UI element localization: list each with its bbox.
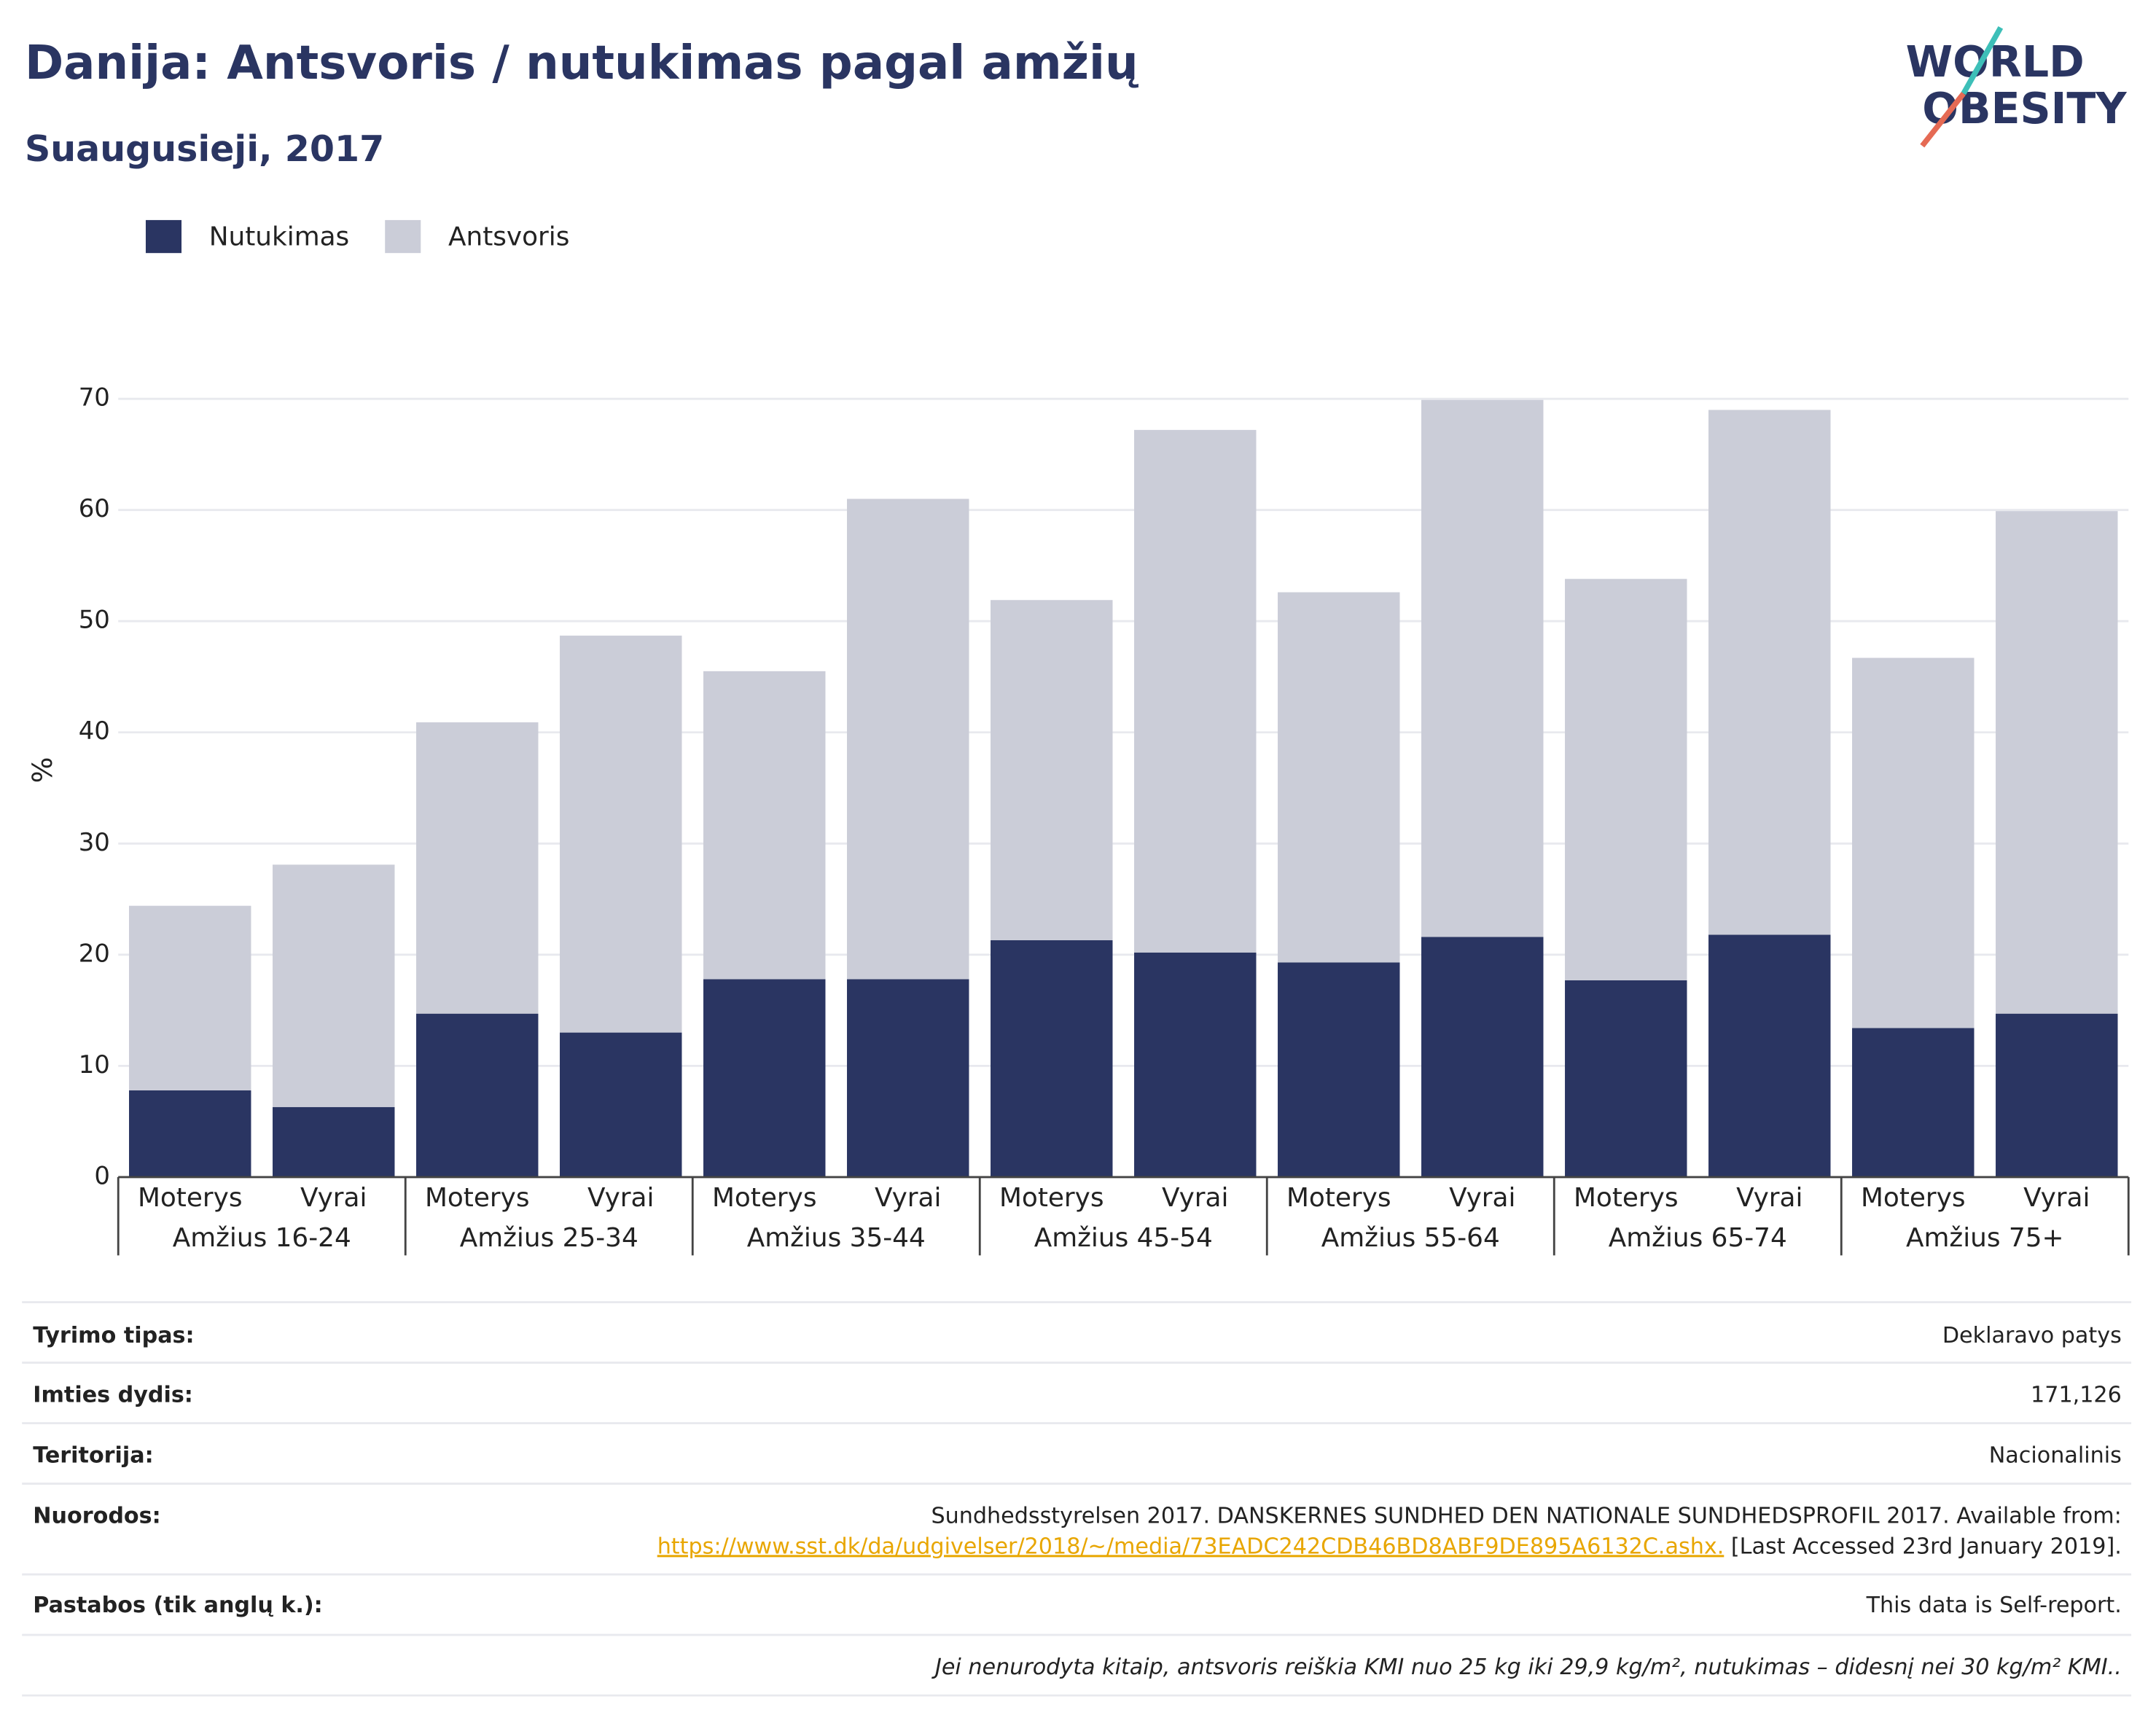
bar-segment xyxy=(1278,592,1400,963)
row-label: Teritorija: xyxy=(33,1442,153,1468)
x-tick-label: Moterys xyxy=(1861,1183,1966,1213)
row-value: Nacionalinis xyxy=(1989,1442,2122,1468)
y-tick-label: 50 xyxy=(79,606,110,635)
x-group-label: Amžius 55-64 xyxy=(1321,1223,1500,1253)
x-tick-label: Moterys xyxy=(1286,1183,1391,1213)
x-group-label: Amžius 16-24 xyxy=(173,1223,351,1253)
legend-swatch xyxy=(385,219,421,254)
x-tick-label: Moterys xyxy=(1574,1183,1679,1213)
row-value: https://www.sst.dk/da/udgivelser/2018/~/… xyxy=(657,1534,2122,1559)
legend-label: Antsvoris xyxy=(448,222,569,251)
row-value: Sundhedsstyrelsen 2017. DANSKERNES SUNDH… xyxy=(931,1503,2121,1528)
bar-segment xyxy=(416,1013,539,1177)
x-group-label: Amžius 75+ xyxy=(1906,1223,2064,1253)
bar-segment xyxy=(1278,962,1400,1177)
legend-label: Nutukimas xyxy=(209,222,350,251)
x-group-label: Amžius 35-44 xyxy=(747,1223,926,1253)
logo-slash xyxy=(1961,26,2004,95)
footnote: Jei nenurodyta kitaip, antsvoris reiškia… xyxy=(931,1655,2122,1680)
chart-subtitle: Suaugusieji, 2017 xyxy=(25,128,384,170)
x-tick-label: Vyrai xyxy=(875,1183,941,1213)
bar-segment xyxy=(1565,579,1687,980)
x-tick-label: Moterys xyxy=(425,1183,530,1213)
row-value: [Last Accessed 23rd January 2019]. xyxy=(1724,1534,2122,1559)
y-tick-label: 70 xyxy=(79,383,110,413)
y-tick-label: 60 xyxy=(79,494,110,523)
x-tick-label: Moterys xyxy=(138,1183,243,1213)
bar-segment xyxy=(273,1106,395,1177)
bar-segment xyxy=(847,979,969,1177)
bar-segment xyxy=(1134,952,1257,1177)
bar-segment xyxy=(416,722,539,1014)
x-tick-label: Vyrai xyxy=(2023,1183,2090,1213)
reference-link[interactable]: https://www.sst.dk/da/udgivelser/2018/~/… xyxy=(657,1534,1725,1559)
y-tick-label: 10 xyxy=(79,1050,110,1079)
logo-slash xyxy=(1920,92,1966,148)
row-label: Pastabos (tik anglų k.): xyxy=(33,1593,322,1618)
bar-segment xyxy=(847,499,969,980)
row-label: Tyrimo tipas: xyxy=(33,1323,194,1348)
bar-segment xyxy=(991,600,1113,941)
bar-segment xyxy=(1421,937,1544,1177)
bar-segment xyxy=(991,940,1113,1177)
row-value: Deklaravo patys xyxy=(1942,1323,2122,1348)
bar-segment xyxy=(1708,410,1831,935)
x-group-label: Amžius 45-54 xyxy=(1034,1223,1213,1253)
row-label: Imties dydis: xyxy=(33,1382,193,1407)
x-group-label: Amžius 65-74 xyxy=(1609,1223,1787,1253)
row-value: This data is Self-report. xyxy=(1866,1593,2122,1618)
y-tick-label: 30 xyxy=(79,828,110,857)
y-tick-label: 40 xyxy=(79,716,110,746)
logo-text: WORLD xyxy=(1906,37,2085,87)
bar-segment xyxy=(1852,1028,1975,1177)
bar-segment xyxy=(1996,1013,2118,1177)
x-tick-label: Moterys xyxy=(999,1183,1104,1213)
bar-segment xyxy=(703,979,826,1177)
bar-segment xyxy=(560,1032,682,1177)
logo-text: OBESITY xyxy=(1922,84,2127,133)
bar-segment xyxy=(1996,511,2118,1014)
bar-segment xyxy=(1708,934,1831,1177)
legend-swatch xyxy=(145,219,182,254)
x-tick-label: Vyrai xyxy=(1162,1183,1228,1213)
bar-segment xyxy=(129,905,251,1090)
bar-segment xyxy=(273,864,395,1107)
bar-segment xyxy=(560,636,682,1033)
logo: WORLD OBESITY xyxy=(1906,26,2127,148)
bar-segment xyxy=(1421,399,1544,937)
x-tick-label: Moterys xyxy=(712,1183,817,1213)
bar-segment xyxy=(1565,980,1687,1177)
x-tick-label: Vyrai xyxy=(587,1183,654,1213)
x-tick-label: Vyrai xyxy=(1449,1183,1515,1213)
x-tick-label: Vyrai xyxy=(300,1183,367,1213)
chart-title: Danija: Antsvoris / nutukimas pagal amži… xyxy=(25,36,1138,90)
bar-segment xyxy=(1852,657,1975,1028)
y-tick-label: 0 xyxy=(94,1161,110,1190)
bar-segment xyxy=(129,1090,251,1177)
y-tick-label: 20 xyxy=(79,939,110,968)
row-value: 171,126 xyxy=(2031,1382,2122,1407)
x-group-label: Amžius 25-34 xyxy=(460,1223,638,1253)
bar-segment xyxy=(1134,429,1257,953)
y-axis-label: % xyxy=(26,757,58,784)
row-label: Nuorodos: xyxy=(33,1503,160,1528)
x-tick-label: Vyrai xyxy=(1736,1183,1802,1213)
bar-segment xyxy=(703,671,826,980)
